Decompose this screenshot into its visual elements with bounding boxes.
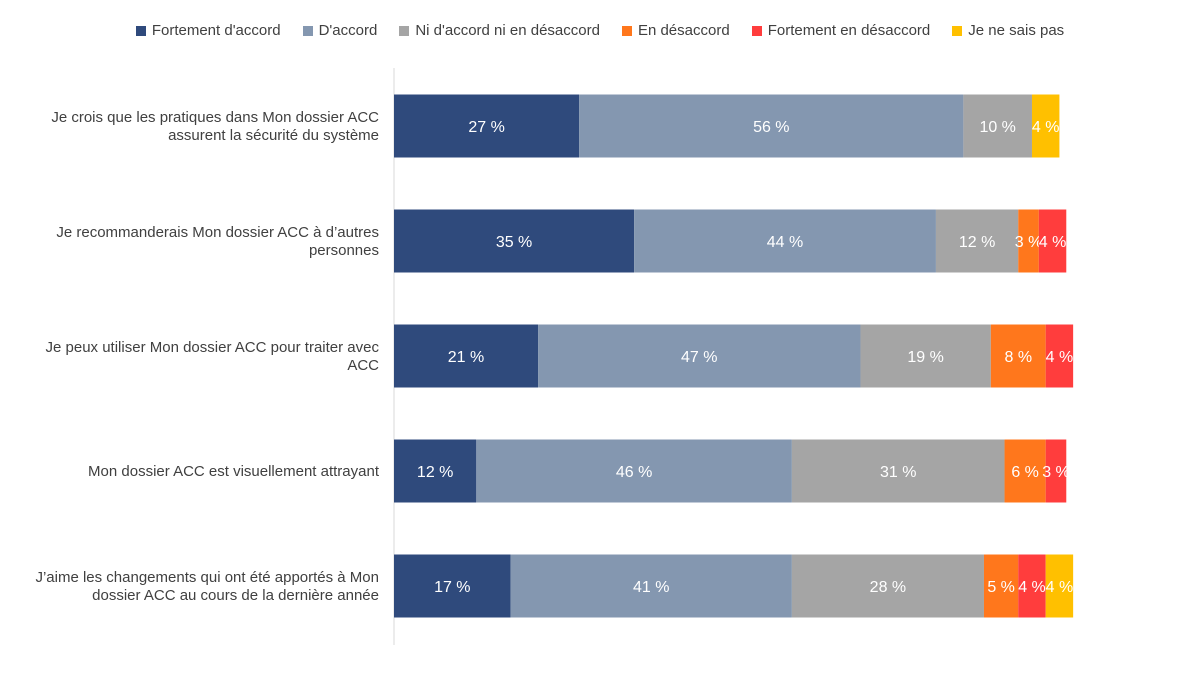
bar-segment [476, 439, 792, 503]
bar-segment [1018, 209, 1039, 273]
bar-segment [990, 324, 1046, 388]
bar-segment [1018, 554, 1046, 618]
bar-segment [1031, 94, 1060, 158]
data-label: 12 % [417, 464, 453, 481]
bar-segment [983, 554, 1019, 618]
bar-segment [1045, 439, 1067, 503]
legend-swatch [621, 25, 632, 36]
data-label: 44 % [767, 234, 803, 251]
legend-label: En désaccord [637, 22, 730, 39]
bar-segment [394, 554, 511, 618]
data-label: 4 % [1032, 119, 1060, 136]
data-label: 27 % [468, 119, 504, 136]
data-label: 3 % [1015, 234, 1043, 251]
data-label: 19 % [907, 349, 943, 366]
bar-segment [963, 94, 1032, 158]
legend-swatch [135, 25, 146, 36]
data-label: 21 % [448, 349, 484, 366]
category-label: Je recommanderais Mon dossier ACC à d’au… [56, 224, 379, 259]
bar-segment [935, 209, 1019, 273]
legend-label: D'accord [318, 22, 378, 39]
bar-segment [1038, 209, 1067, 273]
bar-segment [510, 554, 792, 618]
data-label: 4 % [1039, 234, 1067, 251]
legend-item: Je ne sais pas [952, 22, 1064, 39]
bar-segment [394, 439, 477, 503]
legend-item: Ni d'accord ni en désaccord [399, 22, 600, 39]
legend-label: Je ne sais pas [968, 22, 1065, 39]
bar-segment [791, 439, 1005, 503]
bar-segment [579, 94, 964, 158]
legend-swatch [751, 25, 762, 36]
data-label: 10 % [979, 119, 1015, 136]
data-label: 5 % [987, 579, 1015, 596]
category-label: Je peux utiliser Mon dossier ACC pour tr… [46, 339, 380, 374]
bar-segment [860, 324, 991, 388]
data-label: 46 % [616, 464, 652, 481]
data-label: 4 % [1046, 349, 1074, 366]
legend-swatch [302, 25, 313, 36]
data-label: 6 % [1011, 464, 1039, 481]
category-label: Je crois que les pratiques dans Mon doss… [51, 109, 379, 144]
bar-segment [1004, 439, 1046, 503]
data-label: 4 % [1018, 579, 1046, 596]
bar-segment [1045, 554, 1074, 618]
bar-segment [394, 209, 635, 273]
data-label: 4 % [1046, 579, 1074, 596]
bar-segment [634, 209, 936, 273]
data-label: 41 % [633, 579, 669, 596]
legend: Fortement d'accord D'accord Ni d'accord ni… [0, 22, 1200, 39]
category-label: J’aime les changements qui ont été appor… [35, 569, 379, 604]
bar-segment [791, 554, 984, 618]
bar-segment [394, 324, 539, 388]
legend-item: Fortement en désaccord [751, 22, 931, 39]
data-label: 8 % [1004, 349, 1032, 366]
category-label: Mon dossier ACC est visuellement attraya… [88, 463, 380, 480]
data-label: 3 % [1042, 464, 1070, 481]
bar-segment [538, 324, 861, 388]
data-label: 47 % [681, 349, 717, 366]
data-label: 31 % [880, 464, 916, 481]
bar-segment [1045, 324, 1074, 388]
legend-item: D'accord [302, 22, 378, 39]
legend-item: En désaccord [621, 22, 730, 39]
legend-swatch [399, 25, 410, 36]
data-label: 17 % [434, 579, 470, 596]
bar-segment [394, 94, 580, 158]
legend-swatch [952, 25, 963, 36]
data-label: 28 % [870, 579, 906, 596]
legend-label: Fortement en désaccord [767, 22, 931, 39]
data-label: 35 % [496, 234, 532, 251]
legend-item: Fortement d'accord [135, 22, 281, 39]
legend-label: Fortement d'accord [151, 22, 281, 39]
data-label: 12 % [959, 234, 995, 251]
data-label: 56 % [753, 119, 789, 136]
legend-label: Ni d'accord ni en désaccord [415, 22, 600, 39]
